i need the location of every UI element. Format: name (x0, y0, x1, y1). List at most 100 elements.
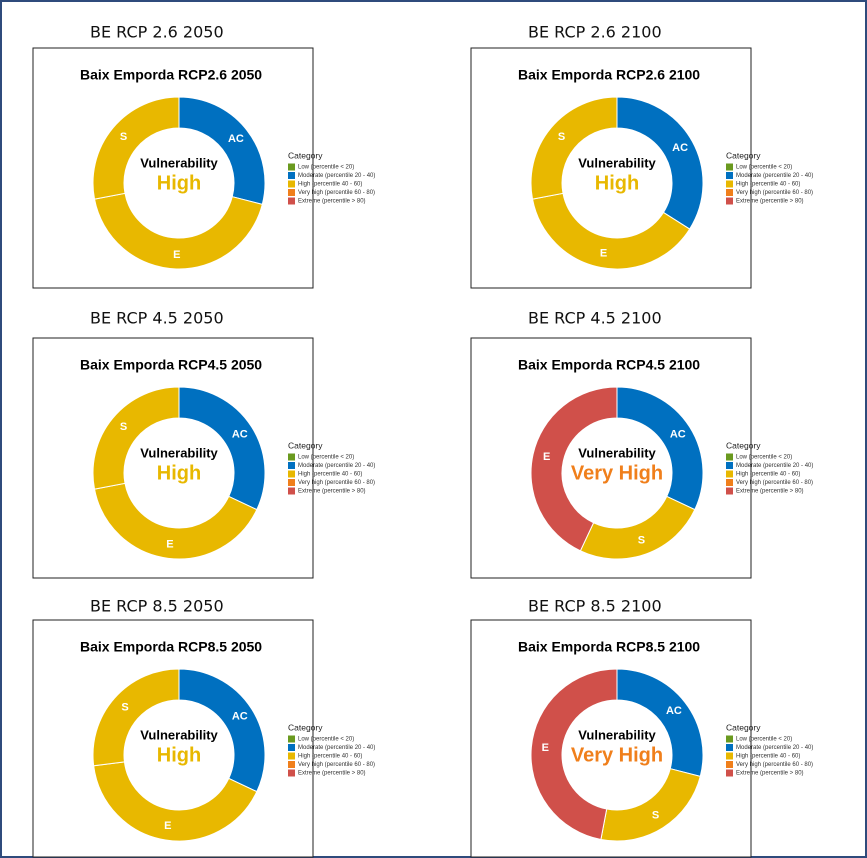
legend-label: Moderate (percentile 20 - 40) (298, 745, 375, 751)
legend-label: High (percentile 40 - 60) (736, 472, 800, 478)
legend-swatch (726, 744, 733, 751)
legend-title: Category (288, 440, 323, 450)
legend-label: Extreme (percentile > 80) (736, 489, 804, 495)
segment-label: E (164, 820, 171, 832)
segment-label: AC (670, 428, 686, 440)
legend-swatch (288, 163, 295, 171)
panel-heading: BE RCP 4.5 2050 (90, 309, 224, 328)
legend-label: Low (percentile < 20) (298, 737, 354, 743)
chart-title: Baix Emporda RCP2.6 2050 (80, 67, 262, 83)
legend-swatch (288, 735, 295, 743)
segment-label: S (652, 810, 659, 822)
center-label: Vulnerability (140, 727, 218, 742)
legend-label: High (percentile 40 - 60) (298, 754, 362, 760)
chart-title: Baix Emporda RCP8.5 2100 (518, 639, 700, 655)
legend-swatch (288, 487, 295, 495)
legend-swatch (726, 163, 733, 171)
panel-heading: BE RCP 8.5 2100 (528, 597, 662, 616)
segment-label: E (173, 249, 180, 261)
legend-label: Very high (percentile 60 - 80) (736, 480, 813, 486)
center-value: Very High (571, 462, 663, 484)
donut-segment (531, 192, 691, 270)
legend-swatch (288, 453, 295, 461)
legend-title: Category (288, 722, 323, 732)
center-value: High (157, 744, 201, 766)
legend-title: Category (288, 150, 323, 160)
segment-label: S (558, 131, 565, 143)
center-label: Vulnerability (578, 727, 656, 742)
center-value: High (157, 172, 201, 194)
center-label: Vulnerability (578, 155, 656, 170)
legend-swatch (288, 189, 295, 196)
legend-swatch (726, 735, 733, 743)
legend-label: High (percentile 40 - 60) (298, 182, 362, 188)
legend-swatch (726, 189, 733, 196)
legend-swatch (726, 761, 733, 768)
legend-title: Category (726, 150, 761, 160)
legend-label: Very high (percentile 60 - 80) (298, 762, 375, 768)
legend-label: Low (percentile < 20) (736, 165, 792, 171)
legend-label: Extreme (percentile > 80) (736, 199, 804, 205)
legend-label: Very high (percentile 60 - 80) (298, 480, 375, 486)
donut-segment (530, 668, 618, 841)
segment-label: S (638, 535, 645, 547)
legend-swatch (288, 769, 295, 777)
segment-label: E (543, 451, 550, 463)
legend-swatch (288, 479, 295, 486)
donut-segment (92, 386, 180, 490)
legend-label: Moderate (percentile 20 - 40) (298, 173, 375, 179)
legend-label: Low (percentile < 20) (298, 455, 354, 461)
legend-label: Low (percentile < 20) (736, 737, 792, 743)
chart-title: Baix Emporda RCP8.5 2050 (80, 639, 262, 655)
segment-label: AC (232, 710, 248, 722)
donut-segment (530, 386, 618, 552)
legend-label: Very high (percentile 60 - 80) (736, 762, 813, 768)
center-value: High (595, 172, 639, 194)
legend-label: High (percentile 40 - 60) (736, 754, 800, 760)
segment-label: AC (228, 133, 244, 145)
legend-label: Low (percentile < 20) (736, 455, 792, 461)
segment-label: AC (666, 705, 682, 717)
donut-segment (93, 482, 258, 560)
legend-swatch (726, 470, 733, 478)
donut-segment (178, 668, 266, 793)
panel-heading: BE RCP 2.6 2050 (90, 23, 224, 42)
legend-swatch (288, 172, 295, 179)
chart-title: Baix Emporda RCP2.6 2100 (518, 67, 700, 83)
legend-swatch (726, 769, 733, 777)
legend-swatch (726, 453, 733, 461)
legend-title: Category (726, 440, 761, 450)
legend-swatch (726, 479, 733, 486)
donut-segment (616, 386, 704, 511)
legend-swatch (288, 470, 295, 478)
legend-swatch (288, 761, 295, 768)
segment-label: E (542, 742, 549, 754)
donut-segment (92, 96, 180, 200)
legend-label: High (percentile 40 - 60) (736, 182, 800, 188)
segment-label: E (166, 538, 173, 550)
legend-swatch (288, 197, 295, 205)
segment-label: AC (232, 428, 248, 440)
center-label: Vulnerability (140, 155, 218, 170)
chart-title: Baix Emporda RCP4.5 2050 (80, 357, 262, 373)
legend-swatch (726, 180, 733, 188)
center-value: Very High (571, 744, 663, 766)
donut-segment (93, 192, 263, 270)
legend-label: Moderate (percentile 20 - 40) (298, 463, 375, 469)
center-label: Vulnerability (578, 445, 656, 460)
segment-label: S (121, 701, 128, 713)
legend-label: Very high (percentile 60 - 80) (298, 190, 375, 196)
legend-swatch (726, 752, 733, 760)
segment-label: S (120, 421, 127, 433)
donut-segment (178, 386, 266, 511)
legend-swatch (726, 197, 733, 205)
panel-heading: BE RCP 8.5 2050 (90, 597, 224, 616)
legend-swatch (726, 487, 733, 495)
panel-heading: BE RCP 4.5 2100 (528, 309, 662, 328)
legend-swatch (288, 180, 295, 188)
legend-label: Extreme (percentile > 80) (298, 771, 366, 777)
legend-swatch (726, 172, 733, 179)
